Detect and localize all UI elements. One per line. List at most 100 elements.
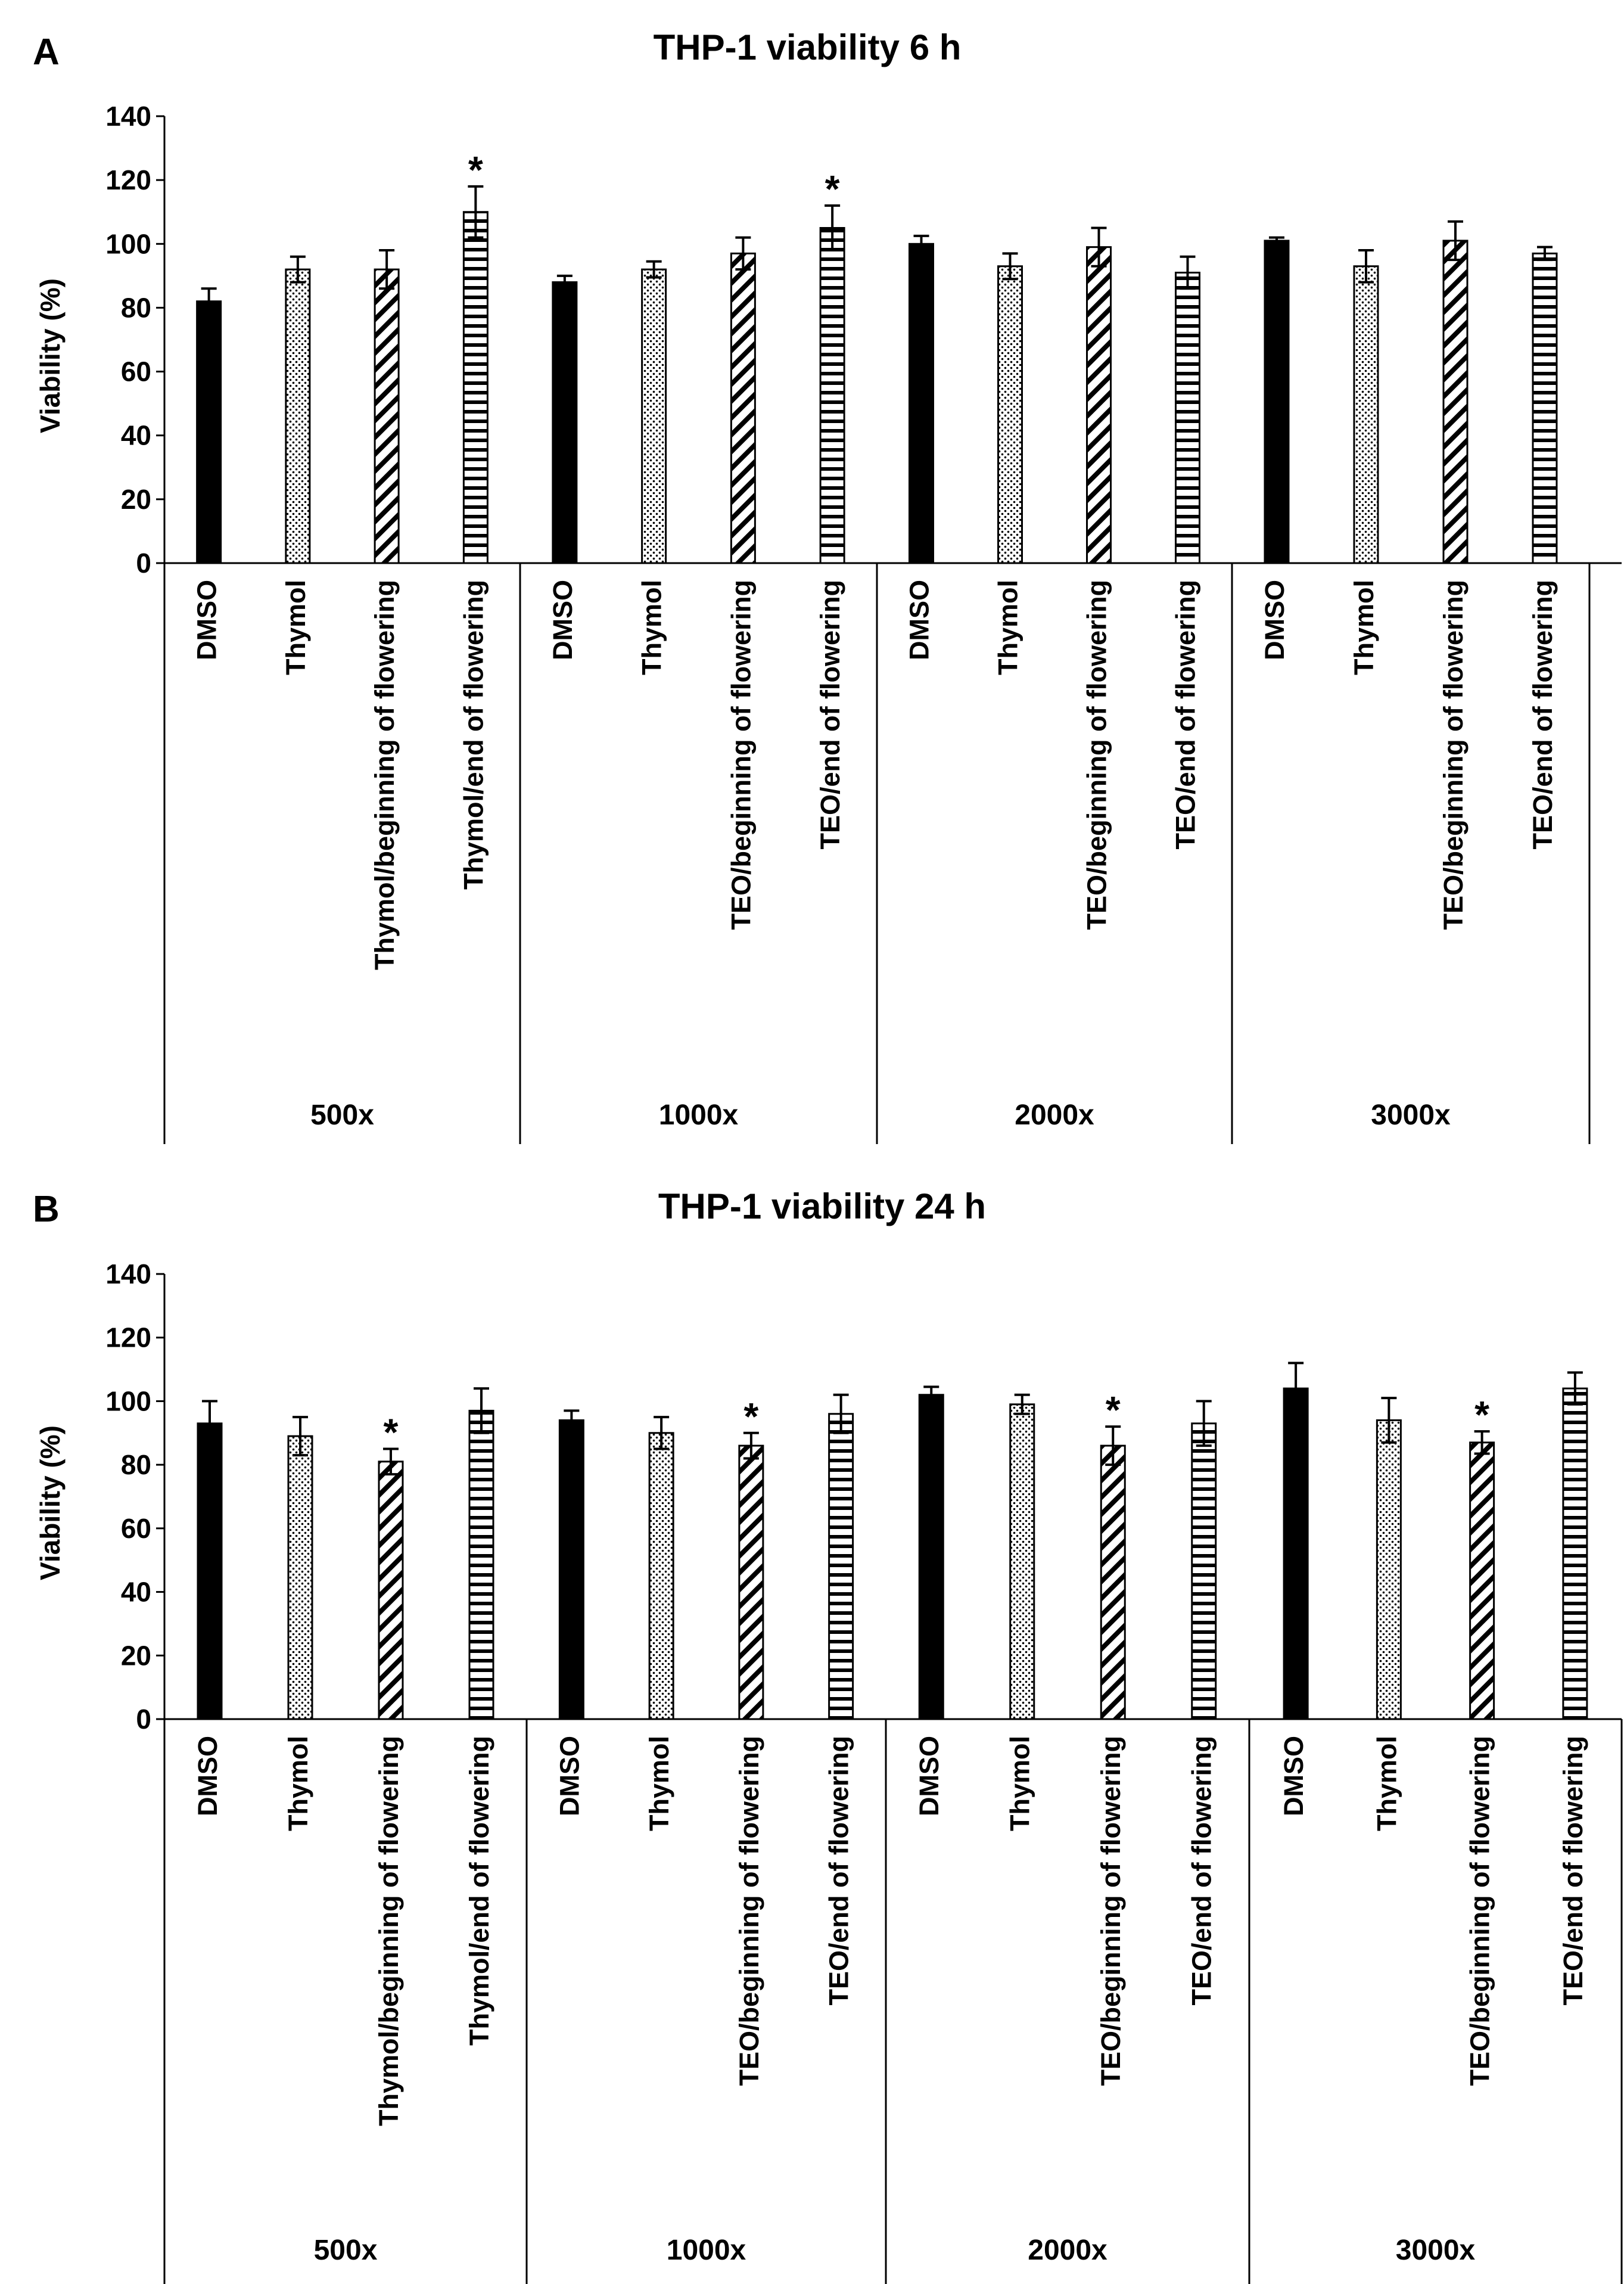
- bar-diagonal: [374, 268, 400, 564]
- category-label: Thymol: [637, 580, 667, 675]
- error-bars-b: [202, 1362, 1583, 1476]
- significance-star: *: [1474, 1393, 1489, 1436]
- group-label: 2000x: [1015, 1099, 1094, 1131]
- bar-solid: [1264, 240, 1290, 564]
- group-label: 500x: [310, 1099, 374, 1131]
- bar-dots: [997, 265, 1023, 564]
- y-tick-label: 120: [105, 1322, 151, 1353]
- panel-label-a: A: [33, 32, 60, 73]
- bar-diagonal: [1086, 246, 1112, 564]
- bar-solid: [1283, 1387, 1309, 1720]
- group-label: 1000x: [667, 2235, 746, 2266]
- bar-diagonal: [1469, 1441, 1495, 1720]
- y-tick-label: 40: [121, 420, 151, 451]
- significance-b: * * * *: [384, 1388, 1490, 1453]
- y-tick-label: 60: [121, 1513, 151, 1544]
- significance-a: * *: [468, 148, 840, 210]
- group-label: 3000x: [1396, 2235, 1476, 2266]
- category-label: Thymol/beginning of flowering: [374, 1736, 404, 2126]
- panel-b: B THP-1 viability 24 h Viability (%) 0 20…: [33, 1186, 1623, 2284]
- category-label: TEO/beginning of flowering: [726, 580, 756, 930]
- bar-dots: [1353, 265, 1379, 564]
- bar-solid: [552, 281, 578, 564]
- category-label: DMSO: [914, 1736, 944, 1816]
- bar-vertical: [462, 211, 489, 564]
- bar-solid: [558, 1419, 584, 1720]
- category-label: Thymol: [1349, 580, 1379, 675]
- group-label: 1000x: [659, 1099, 739, 1131]
- y-axis-label-b: Viability (%): [35, 1425, 66, 1580]
- y-tick-label: 100: [105, 228, 151, 259]
- category-labels-a: DMSO Thymol Thymol/beginning of flowering T…: [192, 580, 1558, 970]
- bar-diagonal: [1442, 240, 1469, 564]
- category-label: Thymol: [1005, 1736, 1035, 1831]
- bar-diagonal: [378, 1460, 404, 1720]
- category-label: DMSO: [554, 1736, 584, 1816]
- significance-star: *: [468, 148, 483, 191]
- category-label: DMSO: [1259, 580, 1290, 660]
- bar-vertical: [819, 227, 845, 564]
- category-label: Thymol/beginning of flowering: [369, 580, 400, 970]
- significance-star: *: [1106, 1388, 1121, 1431]
- error-bars-a: [201, 185, 1553, 316]
- category-label: DMSO: [192, 580, 222, 660]
- bar-dots: [1009, 1403, 1035, 1720]
- bar-solid: [196, 300, 222, 564]
- bar-diagonal: [730, 252, 756, 564]
- category-labels-b: DMSO Thymol Thymol/beginning of flowering T…: [192, 1736, 1588, 2126]
- bar-dots: [287, 1435, 313, 1720]
- y-axis-label-a: Viability (%): [35, 278, 66, 433]
- y-tick-label: 140: [105, 101, 151, 132]
- chart-title-b: THP-1 viability 24 h: [658, 1186, 986, 1226]
- bar-vertical: [1532, 252, 1558, 564]
- group-label: 500x: [314, 2235, 378, 2266]
- y-tick-label: 20: [121, 1640, 151, 1671]
- category-label: Thymol: [281, 580, 311, 675]
- category-label: DMSO: [904, 580, 934, 660]
- category-label: TEO/end of flowering: [1558, 1736, 1588, 2005]
- category-label: TEO/end of flowering: [815, 580, 845, 849]
- category-label: Thymol: [993, 580, 1023, 675]
- category-label: Thymol: [1371, 1736, 1402, 1831]
- y-tick-label: 80: [121, 292, 151, 323]
- category-label: Thymol: [644, 1736, 674, 1831]
- category-label: TEO/end of flowering: [1527, 580, 1558, 849]
- y-tick-label: 120: [105, 164, 151, 195]
- category-label: TEO/beginning of flowering: [1465, 1736, 1495, 2086]
- category-label: TEO/end of flowering: [1187, 1736, 1217, 2005]
- category-label: TEO/end of flowering: [1170, 580, 1200, 849]
- bar-dots: [648, 1432, 674, 1720]
- y-tick-label: 0: [136, 548, 151, 579]
- category-label: Thymol/end of flowering: [458, 580, 489, 890]
- bar-diagonal: [1100, 1444, 1126, 1720]
- bar-dots: [641, 268, 667, 564]
- bar-solid: [918, 1394, 944, 1720]
- bar-dots: [1376, 1419, 1402, 1720]
- group-label: 2000x: [1028, 2235, 1107, 2266]
- y-tick-label: 140: [105, 1258, 151, 1289]
- y-tick-label: 40: [121, 1577, 151, 1608]
- bar-solid: [197, 1422, 223, 1720]
- bar-diagonal: [738, 1444, 764, 1720]
- bar-vertical: [1562, 1387, 1588, 1720]
- group-labels-a: 500x 1000x 2000x 3000x: [310, 1099, 1451, 1131]
- y-tick-label: 20: [121, 484, 151, 515]
- bars-b: [197, 1387, 1588, 1720]
- group-labels-b: 500x 1000x 2000x 3000x: [314, 2235, 1476, 2266]
- chart-title-a: THP-1 viability 6 h: [654, 27, 962, 67]
- significance-star: *: [384, 1410, 399, 1453]
- y-tick-label: 80: [121, 1449, 151, 1480]
- y-ticks-a: 0 20 40 60 80 100 120 140: [105, 101, 164, 579]
- category-label: TEO/end of flowering: [824, 1736, 854, 2005]
- category-label: TEO/beginning of flowering: [1096, 1736, 1126, 2086]
- category-label: TEO/beginning of flowering: [1438, 580, 1469, 930]
- category-label: TEO/beginning of flowering: [1081, 580, 1112, 930]
- significance-star: *: [825, 167, 840, 210]
- y-tick-label: 100: [105, 1385, 151, 1416]
- panel-a: A THP-1 viability 6 h Viability (%) 0 20 4…: [33, 27, 1622, 1144]
- category-label: DMSO: [1278, 1736, 1309, 1816]
- panel-label-b: B: [33, 1189, 60, 1230]
- y-ticks-b: 0 20 40 60 80 100 120 140: [105, 1258, 164, 1735]
- bar-vertical: [828, 1413, 854, 1720]
